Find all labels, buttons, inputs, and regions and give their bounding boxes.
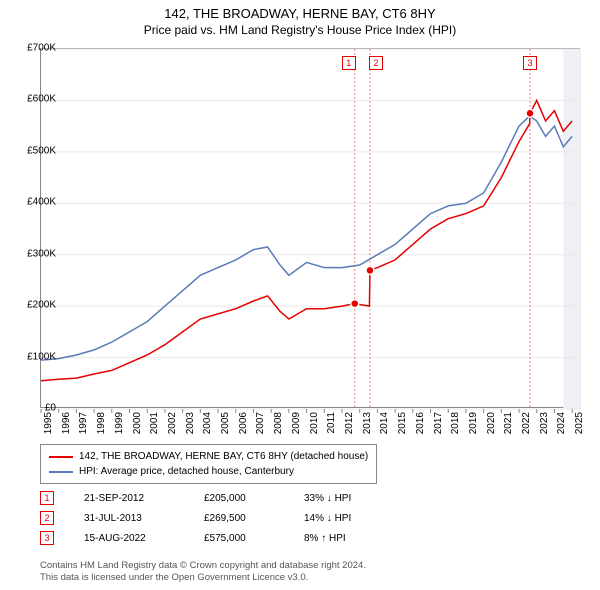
x-axis-label: 2024 xyxy=(556,412,567,434)
legend-label: HPI: Average price, detached house, Cant… xyxy=(79,464,294,479)
x-axis-label: 2015 xyxy=(397,412,408,434)
x-axis-label: 1997 xyxy=(78,412,89,434)
x-axis-label: 2014 xyxy=(379,412,390,434)
x-axis-label: 2004 xyxy=(202,412,213,434)
x-axis-label: 2008 xyxy=(273,412,284,434)
x-axis-label: 1998 xyxy=(96,412,107,434)
transaction-marker: 3 xyxy=(523,56,537,70)
x-axis-label: 2001 xyxy=(149,412,160,434)
x-axis-label: 2007 xyxy=(255,412,266,434)
transaction-row: 2 31-JUL-2013 £269,500 14% ↓ HPI xyxy=(40,508,394,528)
legend-swatch xyxy=(49,471,73,473)
transaction-marker: 1 xyxy=(342,56,356,70)
x-axis-label: 1999 xyxy=(114,412,125,434)
y-axis-label: £200K xyxy=(27,300,56,311)
transaction-row: 3 15-AUG-2022 £575,000 8% ↑ HPI xyxy=(40,528,394,548)
transaction-pct: 8% ↑ HPI xyxy=(304,533,394,544)
footer-line2: This data is licensed under the Open Gov… xyxy=(40,572,366,584)
transaction-price: £205,000 xyxy=(204,493,274,504)
transaction-badge: 2 xyxy=(40,511,54,525)
x-axis-label: 2005 xyxy=(220,412,231,434)
footer-line1: Contains HM Land Registry data © Crown c… xyxy=(40,560,366,572)
transactions-table: 1 21-SEP-2012 £205,000 33% ↓ HPI 2 31-JUL-201… xyxy=(40,488,394,548)
y-axis-label: £700K xyxy=(27,43,56,54)
y-axis-label: £500K xyxy=(27,145,56,156)
transaction-badge: 3 xyxy=(40,531,54,545)
y-axis-label: £300K xyxy=(27,248,56,259)
x-axis-label: 2012 xyxy=(344,412,355,434)
x-axis-label: 2018 xyxy=(450,412,461,434)
x-axis-label: 2011 xyxy=(326,412,337,434)
page-title: 142, THE BROADWAY, HERNE BAY, CT6 8HY xyxy=(0,6,600,21)
footer-text: Contains HM Land Registry data © Crown c… xyxy=(40,560,366,584)
y-axis-label: £100K xyxy=(27,351,56,362)
legend-item: 142, THE BROADWAY, HERNE BAY, CT6 8HY (d… xyxy=(49,449,368,464)
x-axis-label: 2010 xyxy=(309,412,320,434)
legend-swatch xyxy=(49,456,73,458)
x-axis-label: 2003 xyxy=(185,412,196,434)
x-axis-label: 2022 xyxy=(521,412,532,434)
page-subtitle: Price paid vs. HM Land Registry's House … xyxy=(0,23,600,37)
chart-svg xyxy=(41,49,579,407)
transaction-row: 1 21-SEP-2012 £205,000 33% ↓ HPI xyxy=(40,488,394,508)
x-axis-label: 2016 xyxy=(415,412,426,434)
x-axis-label: 2013 xyxy=(362,412,373,434)
transaction-price: £269,500 xyxy=(204,513,274,524)
legend-label: 142, THE BROADWAY, HERNE BAY, CT6 8HY (d… xyxy=(79,449,368,464)
chart-legend: 142, THE BROADWAY, HERNE BAY, CT6 8HY (d… xyxy=(40,444,377,484)
price-chart: 12 3 xyxy=(40,48,580,408)
y-axis-label: £600K xyxy=(27,94,56,105)
legend-item: HPI: Average price, detached house, Cant… xyxy=(49,464,368,479)
x-axis-label: 1995 xyxy=(43,412,54,434)
transaction-marker: 2 xyxy=(369,56,383,70)
x-axis-label: 2020 xyxy=(486,412,497,434)
x-axis-label: 2023 xyxy=(539,412,550,434)
transaction-pct: 33% ↓ HPI xyxy=(304,493,394,504)
x-axis-label: 2000 xyxy=(132,412,143,434)
x-axis-label: 2025 xyxy=(574,412,585,434)
x-axis-label: 2002 xyxy=(167,412,178,434)
x-axis-label: 1996 xyxy=(61,412,72,434)
transaction-badge: 1 xyxy=(40,491,54,505)
x-axis-label: 2021 xyxy=(503,412,514,434)
transaction-pct: 14% ↓ HPI xyxy=(304,513,394,524)
transaction-date: 31-JUL-2013 xyxy=(84,513,174,524)
transaction-price: £575,000 xyxy=(204,533,274,544)
transaction-date: 15-AUG-2022 xyxy=(84,533,174,544)
x-axis-label: 2009 xyxy=(291,412,302,434)
y-axis-label: £400K xyxy=(27,197,56,208)
transaction-date: 21-SEP-2012 xyxy=(84,493,174,504)
x-axis-label: 2019 xyxy=(468,412,479,434)
x-axis-label: 2017 xyxy=(433,412,444,434)
x-axis-label: 2006 xyxy=(238,412,249,434)
